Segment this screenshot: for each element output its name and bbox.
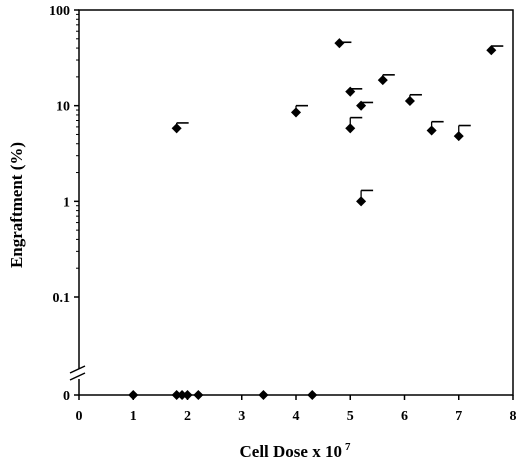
axis-break-mark <box>69 372 86 381</box>
data-point <box>404 95 415 106</box>
axis-break-mark <box>69 365 86 374</box>
data-point-zero <box>307 389 318 401</box>
x-tick-label: 4 <box>293 409 300 424</box>
x-tick-label: 7 <box>455 409 462 424</box>
x-tick-label: 8 <box>510 409 517 424</box>
y-tick-label: 10 <box>56 100 70 115</box>
y-axis-title: Engraftment (%) <box>7 142 26 268</box>
x-tick-label: 0 <box>76 409 83 424</box>
y-tick-label: 1 <box>63 195 70 210</box>
data-point <box>486 45 497 56</box>
plot-frame <box>78 9 514 396</box>
y-tick-label: 100 <box>49 4 70 19</box>
x-tick-label: 3 <box>238 409 245 424</box>
y-tick-label: 0.1 <box>53 291 71 306</box>
axis-break-gap <box>71 369 87 379</box>
data-point <box>356 100 367 111</box>
data-point-zero <box>182 389 193 401</box>
data-point <box>345 86 356 97</box>
data-point <box>334 38 345 49</box>
data-point <box>356 196 367 207</box>
x-axis-title-exponent: 7 <box>345 441 351 453</box>
x-axis-title-text: Cell Dose x 10 <box>240 442 342 461</box>
data-point-zero <box>258 389 269 401</box>
x-axis-title: Cell Dose x 10 7 <box>240 441 351 461</box>
data-point-zero <box>193 389 204 401</box>
x-tick-label: 2 <box>184 409 191 424</box>
data-marks <box>128 38 504 401</box>
x-tick-label: 5 <box>347 409 354 424</box>
data-point <box>345 123 356 134</box>
data-point-zero <box>128 389 139 401</box>
y-zero-label: 0 <box>63 389 70 404</box>
data-point <box>171 123 182 134</box>
x-tick-label: 6 <box>401 409 408 424</box>
data-point <box>426 125 437 136</box>
data-point <box>453 131 464 142</box>
axes: 0 1 2 3 4 5 6 7 8 0.1 1 10 100 0 <box>49 4 517 424</box>
data-point <box>377 75 388 86</box>
x-tick-label: 1 <box>130 409 137 424</box>
data-point <box>290 107 302 118</box>
